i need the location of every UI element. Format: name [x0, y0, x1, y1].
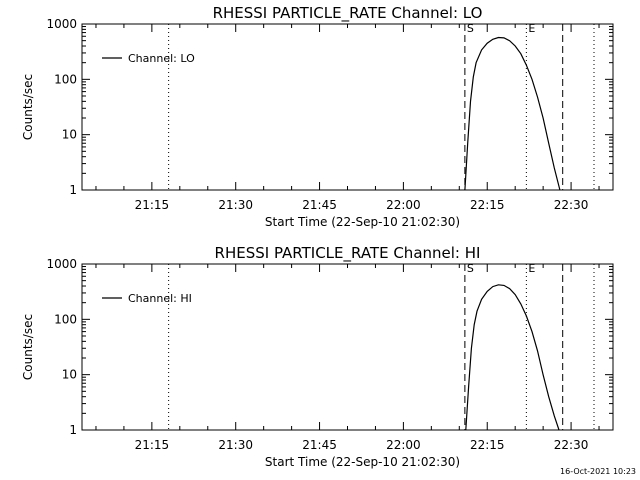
x-tick-label: 21:30 [218, 438, 253, 452]
x-tick-label: 21:45 [302, 438, 337, 452]
series-line [464, 36, 561, 191]
marker-label: E [528, 262, 535, 275]
y-tick-label: 1 [69, 423, 77, 437]
x-tick-label: 21:15 [135, 438, 170, 452]
x-tick-label: 22:15 [470, 438, 505, 452]
x-tick-label: 21:30 [218, 198, 253, 212]
marker-label: S [467, 262, 474, 275]
timestamp: 16-Oct-2021 10:23 [560, 467, 636, 476]
legend-label: Channel: LO [128, 52, 195, 65]
y-tick-label: 100 [54, 312, 77, 326]
y-tick-label: 100 [54, 72, 77, 86]
panel-lo: RHESSI PARTICLE_RATE Channel: LO Start T… [21, 4, 614, 229]
y-tick-label: 10 [62, 368, 77, 382]
x-tick-label: 22:30 [554, 198, 589, 212]
x-tick-label: 22:15 [470, 198, 505, 212]
y-axis-label: Counts/sec [21, 74, 35, 140]
y-tick-label: 10 [62, 128, 77, 142]
marker-label: S [467, 22, 474, 35]
y-tick-label: 1000 [46, 17, 77, 31]
legend-label: Channel: HI [128, 292, 192, 305]
x-tick-label: 22:30 [554, 438, 589, 452]
chart-title: RHESSI PARTICLE_RATE Channel: LO [213, 4, 483, 23]
panel-hi: RHESSI PARTICLE_RATE Channel: HI Start T… [21, 244, 614, 469]
x-axis-label: Start Time (22-Sep-10 21:02:30) [265, 215, 460, 229]
plot-frame [81, 23, 614, 191]
plot-frame [81, 263, 614, 431]
x-tick-label: 22:00 [386, 198, 421, 212]
y-tick-label: 1 [69, 183, 77, 197]
x-axis-label: Start Time (22-Sep-10 21:02:30) [265, 455, 460, 469]
x-tick-label: 22:00 [386, 438, 421, 452]
y-axis-label: Counts/sec [21, 314, 35, 380]
y-tick-label: 1000 [46, 257, 77, 271]
marker-label: E [528, 22, 535, 35]
chart-title: RHESSI PARTICLE_RATE Channel: HI [215, 244, 481, 263]
x-tick-label: 21:15 [135, 198, 170, 212]
series-line [465, 284, 560, 431]
x-tick-label: 21:45 [302, 198, 337, 212]
